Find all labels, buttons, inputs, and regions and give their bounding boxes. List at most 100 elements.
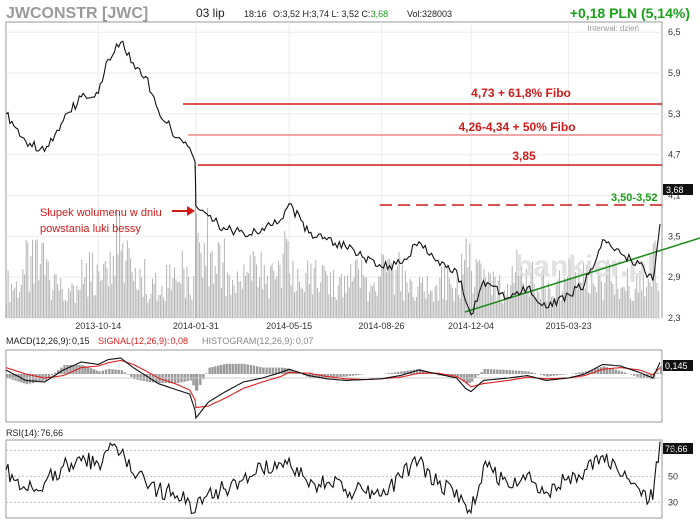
volume-bar [625, 291, 627, 318]
histogram-bar [486, 369, 489, 374]
histogram-bar [642, 374, 646, 379]
histogram-bar [317, 374, 321, 378]
volume-bar [631, 300, 633, 318]
volume-bar [340, 273, 342, 318]
volume-bar [434, 286, 436, 318]
volume-bar [369, 291, 370, 318]
fibo-618-label: 4,73 + 61,8% Fibo [471, 86, 571, 100]
histogram-bar [211, 367, 214, 374]
volume-bar [420, 282, 422, 318]
volume-bar [180, 283, 182, 318]
level-385-label: 3,85 [512, 149, 536, 163]
volume-bar [576, 289, 578, 318]
histogram-bar [575, 373, 578, 374]
volume-bar [503, 290, 505, 318]
volume-bar [336, 300, 338, 318]
histogram-bar [415, 369, 419, 374]
volume-bar [381, 253, 383, 318]
histogram-bar [636, 374, 639, 377]
histogram-bar [639, 374, 642, 378]
volume-bar [329, 272, 331, 318]
volume-bar [104, 261, 106, 318]
volume-bar [114, 275, 116, 318]
volume-bar [496, 301, 498, 318]
volume-bar [406, 282, 408, 318]
volume-bar [596, 291, 598, 318]
volume-bar [458, 295, 460, 318]
volume-bar [145, 294, 147, 318]
volume-bar [123, 282, 125, 318]
volume-bar [195, 166, 196, 318]
histogram-bar [459, 374, 462, 380]
histogram-bar [205, 373, 208, 374]
volume-bar [241, 288, 243, 318]
histogram-bar [6, 374, 9, 378]
volume-bar [256, 264, 257, 318]
volume-bar [500, 301, 502, 318]
histogram-bar [259, 367, 262, 374]
volume-bar [544, 288, 546, 318]
volume-bar [106, 267, 108, 318]
histogram-bar [623, 372, 627, 374]
volume-bar [575, 271, 577, 318]
volume-bar [128, 248, 130, 318]
volume-bar [507, 283, 508, 318]
volume-bar [481, 284, 483, 318]
volume-bar [469, 243, 471, 318]
price-change: +0,18 PLN (5,14%) [570, 5, 690, 21]
histogram-bar [358, 374, 361, 375]
volume-bar [562, 291, 564, 318]
histogram-bar [474, 374, 477, 379]
histogram-bar [351, 374, 355, 376]
volume-bar [430, 290, 431, 318]
volume-bar [403, 300, 405, 318]
rsi-title: RSI(14):76,66 [6, 428, 63, 438]
volume-bar [10, 283, 12, 318]
volume-bar [365, 277, 367, 318]
histogram-bar [22, 374, 26, 384]
header-date: 03 lip [196, 6, 225, 20]
histogram-bar [271, 367, 274, 374]
volume-bar [63, 300, 65, 318]
volume-bar [188, 277, 190, 318]
volume-bar [630, 298, 631, 318]
volume-bar [38, 280, 40, 318]
rsi-y-axis: 70 50 30 [668, 445, 678, 507]
histogram-bar [571, 373, 575, 374]
volume-bar [257, 287, 259, 318]
volume-bar [205, 266, 207, 318]
histogram-bar [98, 371, 101, 374]
volume-bar [103, 263, 105, 318]
volume-bar [551, 297, 552, 318]
volume-bars [6, 166, 660, 318]
volume-bar [136, 289, 138, 318]
volume-bar [297, 268, 299, 318]
price-y-tick: 2,9 [668, 272, 681, 282]
volume-bar [101, 279, 103, 318]
volume-bar [364, 277, 366, 318]
volume-bar [28, 291, 30, 318]
volume-bar [230, 294, 232, 318]
header-ohlc: O:3,52 H:3,74 L: 3,52 C:3,68 [273, 9, 388, 19]
volume-bar [15, 281, 17, 318]
volume-bar [313, 268, 315, 318]
histogram-bar [126, 374, 130, 375]
volume-bar [387, 258, 389, 318]
volume-bar [555, 284, 557, 318]
volume-bar [431, 290, 433, 318]
volume-bar [167, 287, 169, 318]
volume-bar [46, 259, 48, 318]
volume-bar [32, 239, 33, 318]
volume-bar [497, 280, 499, 318]
volume-bar [93, 295, 95, 318]
volume-bar [637, 292, 639, 318]
volume-bar [451, 288, 453, 318]
volume-bar [597, 264, 599, 318]
volume-bar [437, 300, 439, 318]
volume-bar [568, 258, 570, 318]
histogram-bar [422, 369, 425, 374]
price-x-tick: 2015-03-23 [546, 321, 592, 331]
volume-bar [361, 260, 363, 318]
volume-bar [308, 283, 310, 318]
histogram-bar [489, 369, 493, 374]
